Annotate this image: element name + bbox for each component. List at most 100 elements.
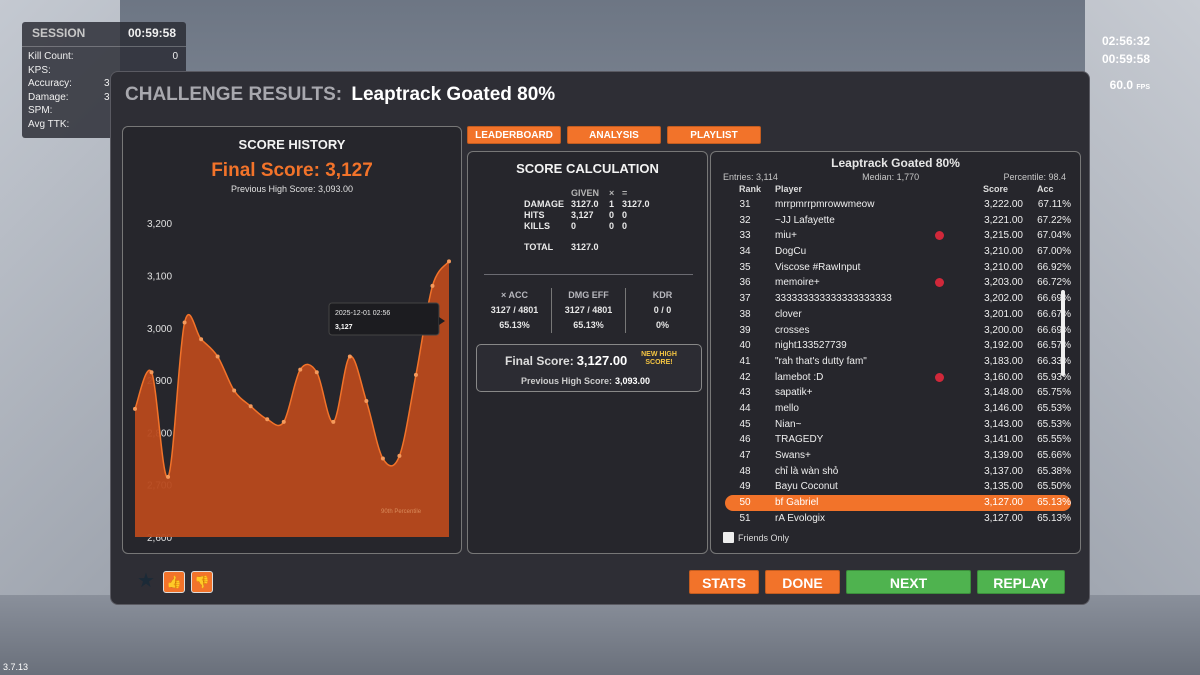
thumbs-up-icon[interactable]: 👍	[163, 571, 185, 593]
leaderboard-score: 3,221.00	[984, 214, 1023, 226]
dialog-title-prefix: CHALLENGE RESULTS:	[125, 84, 343, 105]
session-timer: 00:59:58	[1101, 52, 1150, 66]
leaderboard-player: night133527739	[775, 340, 847, 352]
acc-header[interactable]: Acc	[1037, 184, 1054, 194]
fps-counter: 60.0 FPS	[1110, 78, 1150, 92]
calc-rows: DAMAGE 3127.0 1 3127.0 HITS 3,127 0 0 KILLS 0 0 0	[524, 199, 662, 232]
leaderboard-row[interactable]: 51 rA Evologix 3,127.00 65.13%	[725, 511, 1071, 526]
thumbs-down-icon[interactable]: 👎	[191, 571, 213, 593]
leaderboard-scroll-thumb[interactable]	[1061, 290, 1065, 376]
score-point	[413, 372, 418, 377]
leaderboard-row[interactable]: 36 memoire+ 3,203.00 66.72%	[725, 275, 1071, 291]
median-score: Median: 1,770	[862, 172, 920, 182]
calc-row-given: 0	[571, 221, 577, 231]
done-button[interactable]: DONE	[765, 570, 840, 594]
percentile: Percentile: 98.4	[1003, 172, 1066, 182]
next-button[interactable]: NEXT	[846, 570, 971, 594]
leaderboard-score: 3,210.00	[984, 261, 1023, 273]
leaderboard-row[interactable]: 49 Bayu Coconut 3,135.00 65.50%	[725, 479, 1071, 495]
challenge-name: Leaptrack Goated 80%	[351, 84, 556, 105]
badge-dot	[935, 372, 944, 382]
score-history-chart[interactable]: 3,2003,1003,0002,9002,8002,7002,60090th …	[123, 197, 461, 553]
leaderboard-rank: 32	[739, 214, 751, 226]
leaderboard-acc: 66.69%	[1037, 293, 1071, 305]
leaderboard-row[interactable]: 38 clover 3,201.00 66.67%	[725, 307, 1071, 323]
leaderboard-score: 3,183.00	[984, 355, 1023, 367]
leaderboard-row[interactable]: 41 "rah that's dutty fam" 3,183.00 66.33%	[725, 354, 1071, 370]
leaderboard-row[interactable]: 45 Nian~ 3,143.00 65.53%	[725, 417, 1071, 433]
leaderboard-rank: 44	[739, 402, 751, 414]
calc-row-result: 0	[622, 210, 628, 220]
total-value: 3127.0	[571, 242, 599, 252]
star-icon[interactable]: ★	[137, 570, 155, 592]
tab-analysis[interactable]: ANALYSIS	[567, 126, 661, 144]
friends-only-toggle[interactable]: Friends Only	[723, 532, 789, 543]
leaderboard-row[interactable]: 35 Viscose #RawInput 3,210.00 66.92%	[725, 260, 1071, 276]
final-score-value: 3,127.00	[576, 353, 628, 368]
leaderboard-rank: 48	[739, 465, 751, 477]
clock: 02:56:32	[1101, 34, 1150, 48]
leaderboard-rank: 41	[739, 355, 751, 367]
leaderboard-row[interactable]: 34 DogCu 3,210.00 67.00%	[725, 244, 1071, 260]
tab-playlist[interactable]: PLAYLIST	[667, 126, 761, 144]
leaderboard-row-current-player[interactable]: 50 bf Gabriel 3,127.00 65.13%	[725, 495, 1071, 511]
rank-header[interactable]: Rank	[739, 184, 762, 194]
leaderboard-score: 3,139.00	[984, 450, 1023, 461]
calc-stat-pct: 65.13%	[499, 320, 530, 330]
leaderboard-row[interactable]: 46 TRAGEDY 3,141.00 65.55%	[725, 432, 1071, 448]
leaderboard-rank: 45	[739, 418, 751, 430]
leaderboard-acc: 66.33%	[1037, 355, 1071, 367]
leaderboard-row[interactable]: 48 chỉ là wàn shỏ 3,137.00 65.38%	[725, 464, 1071, 480]
leaderboard-score: 3,137.00	[984, 465, 1023, 477]
tooltip-value: 3,127	[335, 324, 353, 331]
calc-stat-ratio: 3127 / 4801	[490, 305, 539, 315]
leaderboard-acc: 65.13%	[1037, 512, 1071, 524]
leaderboard-score: 3,127.00	[984, 497, 1023, 509]
calc-total-row: TOTAL 3127.0	[524, 242, 662, 253]
leaderboard-row[interactable]: 31 mrrpmrrpmrowwmeow 3,222.00 67.11%	[725, 197, 1071, 213]
leaderboard-rank: 47	[739, 450, 751, 461]
calc-stats: × ACC 3127 / 4801 65.13% DMG EFF 3127 / 4801…	[478, 288, 699, 333]
leaderboard-row[interactable]: 32 ~JJ Lafayette 3,221.00 67.22%	[725, 213, 1071, 229]
replay-button[interactable]: REPLAY	[977, 570, 1065, 594]
leaderboard-rows[interactable]: 31 mrrpmrrpmrowwmeow 3,222.00 67.11% 32 ~JJ L…	[725, 197, 1071, 526]
leaderboard-player: sapatik+	[775, 387, 813, 399]
leaderboard-acc: 67.11%	[1037, 199, 1071, 210]
calc-row-multiplier: 0	[609, 210, 615, 220]
tab-leaderboard[interactable]: LEADERBOARD	[467, 126, 561, 144]
leaderboard-rank: 49	[739, 481, 751, 493]
leaderboard-header: Rank Player Score Acc	[723, 184, 1066, 196]
leaderboard-row[interactable]: 47 Swans+ 3,139.00 65.66%	[725, 448, 1071, 464]
stats-button[interactable]: STATS	[689, 570, 759, 594]
leaderboard-rank: 51	[739, 512, 751, 524]
final-score-line: Final Score: 3,127.00	[505, 353, 627, 368]
calc-row-given: 3,127	[571, 210, 594, 220]
leaderboard-row[interactable]: 42 lamebot :D 3,160.00 65.93%	[725, 370, 1071, 386]
y-tick-label: 3,200	[147, 219, 172, 230]
friends-only-checkbox[interactable]	[723, 532, 734, 543]
leaderboard-acc: 66.72%	[1037, 277, 1071, 289]
leaderboard-score: 3,200.00	[984, 324, 1023, 336]
leaderboard-row[interactable]: 43 sapatik+ 3,148.00 65.75%	[725, 385, 1071, 401]
leaderboard-row[interactable]: 39 crosses 3,200.00 66.69%	[725, 323, 1071, 339]
leaderboard-row[interactable]: 44 mello 3,146.00 65.53%	[725, 401, 1071, 417]
dialog-title: CHALLENGE RESULTS: Leaptrack Goated 80%	[125, 84, 555, 106]
calc-row-multiplier: 0	[609, 221, 615, 231]
leaderboard-rank: 31	[739, 199, 751, 210]
leaderboard-player: lamebot :D	[775, 371, 824, 383]
score-header[interactable]: Score	[983, 184, 1009, 194]
leaderboard-scrollbar[interactable]	[1061, 200, 1065, 526]
leaderboard-player: Viscose #RawInput	[775, 261, 861, 273]
leaderboard-meta: Entries: 3,114 Median: 1,770 Percentile:…	[723, 172, 1066, 182]
leaderboard-acc: 67.22%	[1037, 214, 1071, 226]
leaderboard-row[interactable]: 33 miu+ 3,215.00 67.04%	[725, 228, 1071, 244]
prev-high-line: Previous High Score: 3,093.00	[521, 376, 650, 386]
player-header[interactable]: Player	[775, 184, 803, 194]
score-point	[447, 259, 451, 264]
leaderboard-row[interactable]: 37 333333333333333333333 3,202.00 66.69%	[725, 291, 1071, 307]
leaderboard-player: ~JJ Lafayette	[775, 214, 835, 226]
y-tick-label: 3,000	[147, 324, 172, 335]
calc-row-given: 3127.0	[571, 199, 599, 209]
leaderboard-row[interactable]: 40 night133527739 3,192.00 66.57%	[725, 338, 1071, 354]
leaderboard-rank: 36	[739, 277, 751, 289]
